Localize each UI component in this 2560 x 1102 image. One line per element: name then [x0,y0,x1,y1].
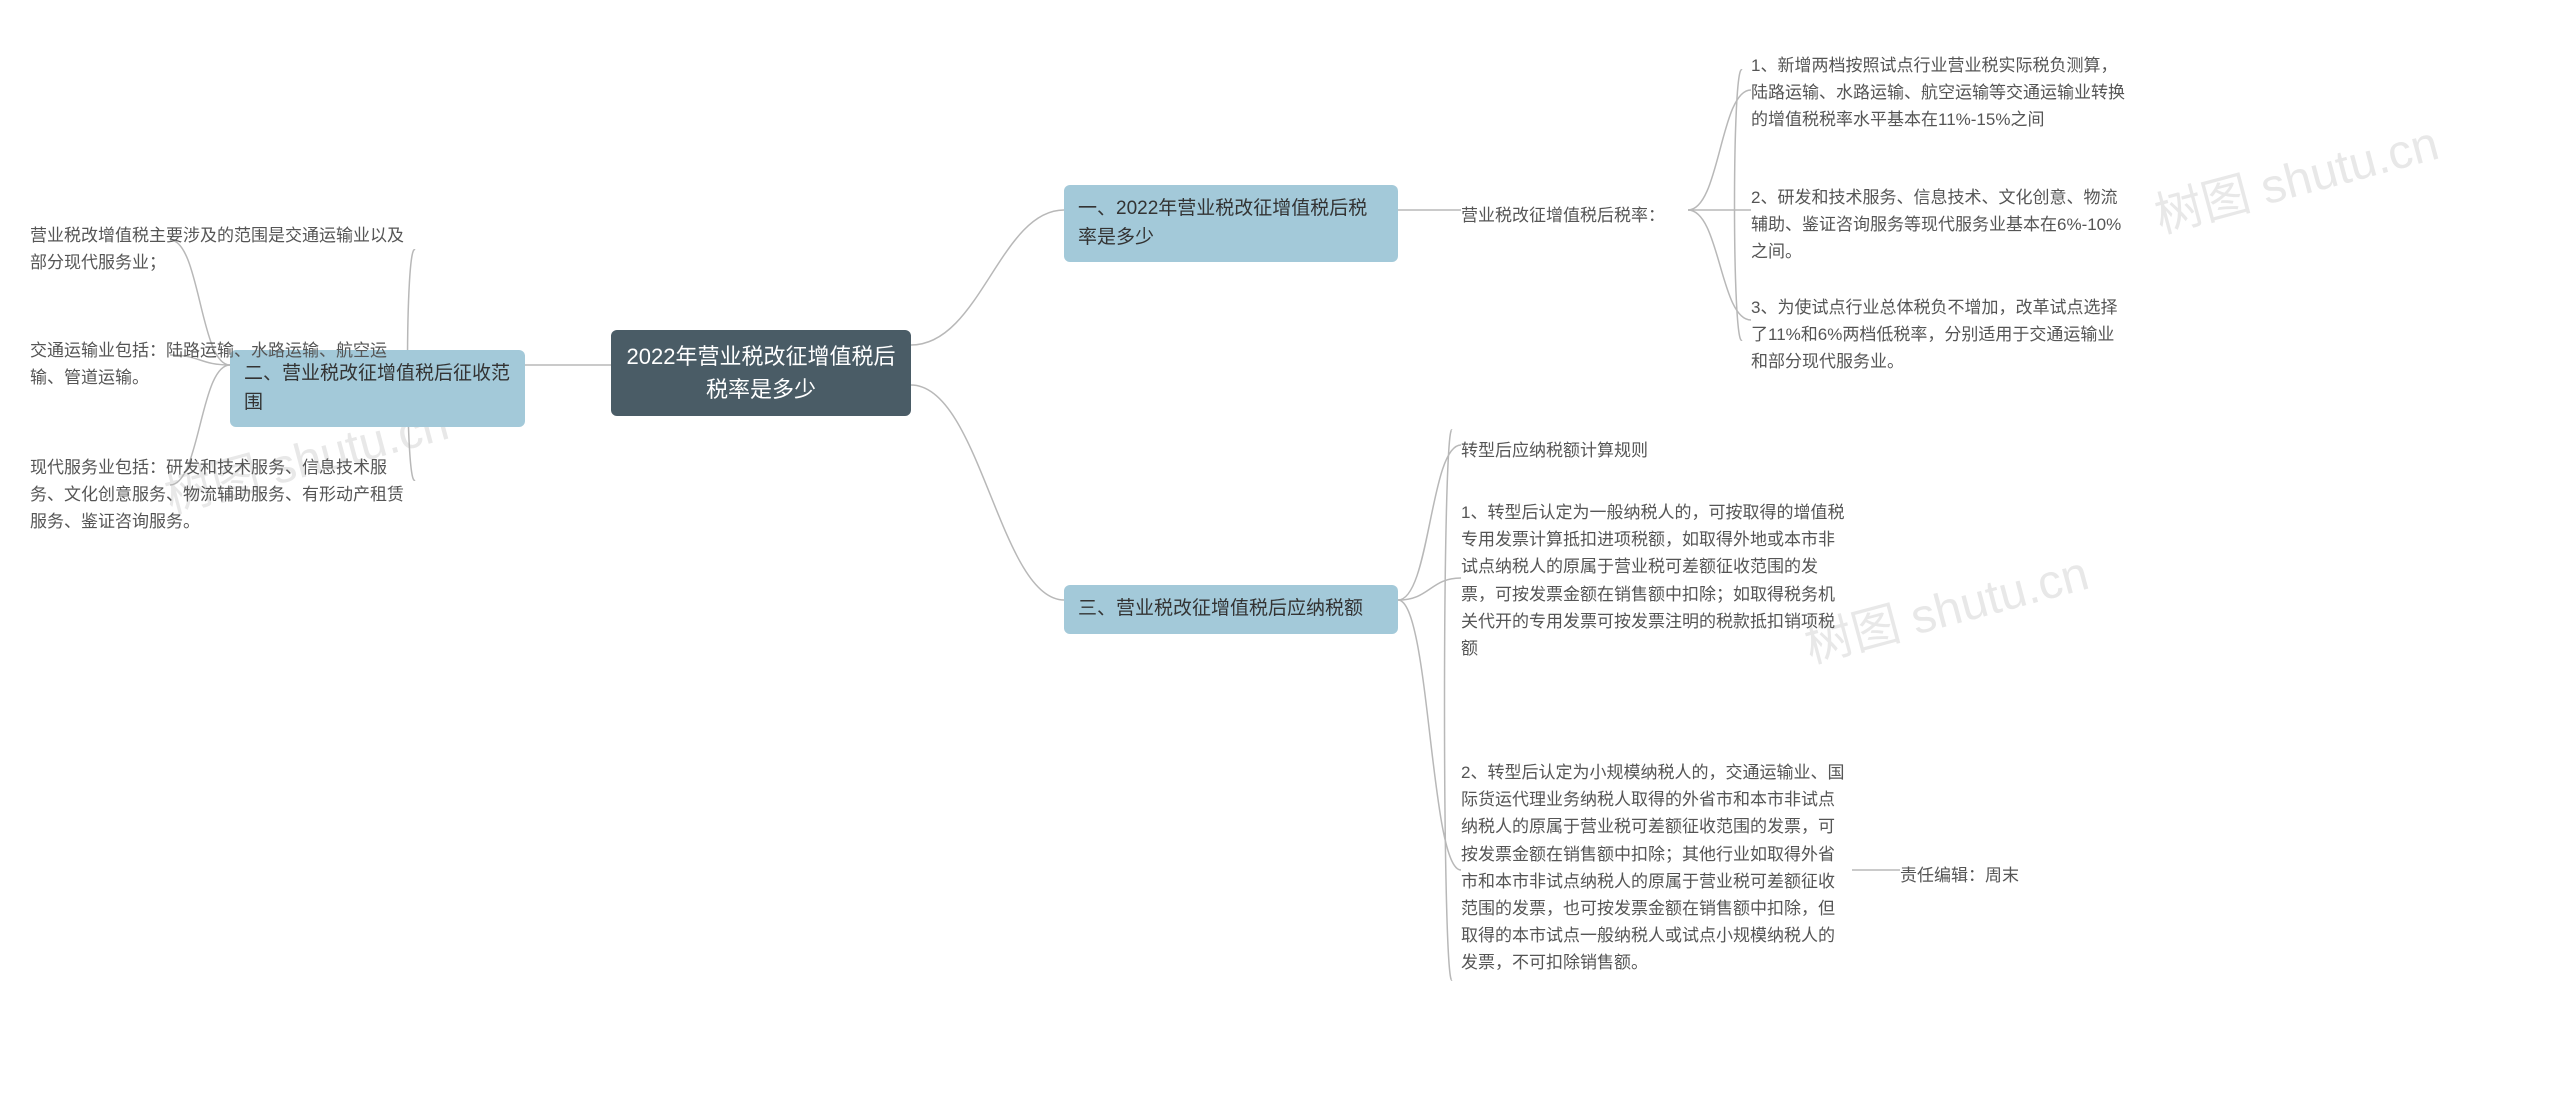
b2-leaf2-text: 交通运输业包括：陆路运输、水路运输、航空运输、管道运输。 [30,337,410,391]
b3-leaf3-text: 2、转型后认定为小规模纳税人的，交通运输业、国际货运代理业务纳税人取得的外省市和… [1461,759,1851,977]
branch-1-sub-label: 营业税改征增值税后税率： [1461,202,1665,229]
watermark-2: 树图 shutu.cn [2146,104,2445,247]
b3-leaf3-sub-text: 责任编辑：周末 [1900,862,2019,889]
root-node: 2022年营业税改征增值税后税率是多少 [611,330,911,416]
b1-leaf1-text: 1、新增两档按照试点行业营业税实际税负测算，陆路运输、水路运输、航空运输等交通运… [1751,52,2131,134]
branch-1-sub: 营业税改征增值税后税率： [1461,198,1688,233]
branch-1-leaf-3: 3、为使试点行业总体税负不增加，改革试点选择了11%和6%两档低税率，分别适用于… [1751,290,2131,380]
branch-3-leaf-3: 2、转型后认定为小规模纳税人的，交通运输业、国际货运代理业务纳税人取得的外省市和… [1461,755,1851,981]
branch-1-leaf-2: 2、研发和技术服务、信息技术、文化创意、物流辅助、鉴证咨询服务等现代服务业基本在… [1751,180,2131,270]
branch-3-label: 三、营业税改征增值税后应纳税额 [1078,595,1363,624]
connector-lines [0,0,2560,1102]
b1-leaf2-text: 2、研发和技术服务、信息技术、文化创意、物流辅助、鉴证咨询服务等现代服务业基本在… [1751,184,2131,266]
b3-leaf1-text: 转型后应纳税额计算规则 [1461,437,1648,464]
branch-1-label: 一、2022年营业税改征增值税后税率是多少 [1078,195,1384,252]
branch-1-leaf-1: 1、新增两档按照试点行业营业税实际税负测算，陆路运输、水路运输、航空运输等交通运… [1751,48,2131,138]
b1-leaf3-text: 3、为使试点行业总体税负不增加，改革试点选择了11%和6%两档低税率，分别适用于… [1751,294,2131,376]
branch-3-leaf-1: 转型后应纳税额计算规则 [1461,433,1721,468]
b2-leaf3-text: 现代服务业包括：研发和技术服务、信息技术服务、文化创意服务、物流辅助服务、有形动… [30,454,410,536]
branch-2-leaf-3: 现代服务业包括：研发和技术服务、信息技术服务、文化创意服务、物流辅助服务、有形动… [30,450,410,540]
branch-3: 三、营业税改征增值税后应纳税额 [1064,585,1398,634]
root-label: 2022年营业税改征增值税后税率是多少 [625,340,897,406]
branch-2-leaf-1: 营业税改增值税主要涉及的范围是交通运输业以及部分现代服务业； [30,218,410,280]
branch-2-leaf-2: 交通运输业包括：陆路运输、水路运输、航空运输、管道运输。 [30,333,410,395]
branch-1: 一、2022年营业税改征增值税后税率是多少 [1064,185,1398,262]
b2-leaf1-text: 营业税改增值税主要涉及的范围是交通运输业以及部分现代服务业； [30,222,410,276]
b3-leaf2-text: 1、转型后认定为一般纳税人的，可按取得的增值税专用发票计算抵扣进项税额，如取得外… [1461,499,1851,662]
branch-3-leaf-3-sub: 责任编辑：周末 [1900,858,2080,893]
branch-3-leaf-2: 1、转型后认定为一般纳税人的，可按取得的增值税专用发票计算抵扣进项税额，如取得外… [1461,495,1851,666]
